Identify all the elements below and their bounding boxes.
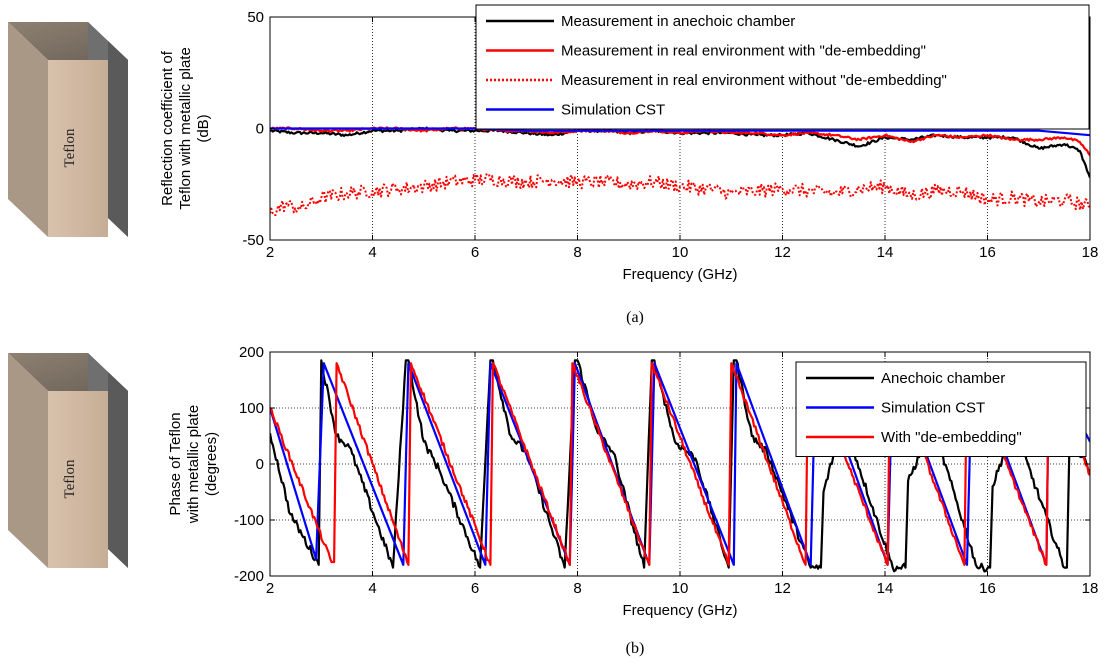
y-axis-label: with metallic plate [185, 405, 202, 524]
legend-entry-label: Measurement in real environment with "de… [561, 43, 926, 60]
y-tick-label: -50 [242, 232, 264, 249]
y-tick-label: -200 [234, 568, 264, 585]
legend-box [475, 4, 1090, 130]
x-tick-label: 10 [672, 580, 689, 597]
legend-entry-label: With "de-embedding" [881, 429, 1022, 446]
legend-entry-label: Measurement in anechoic chamber [561, 13, 795, 30]
teflon-block-front [48, 60, 108, 237]
x-tick-label: 6 [471, 580, 479, 597]
x-axis-label: Frequency (GHz) [622, 266, 737, 283]
x-tick-label: 4 [368, 244, 376, 261]
x-tick-label: 10 [672, 244, 689, 261]
metal-plate-side [108, 41, 128, 237]
x-tick-label: 16 [979, 580, 996, 597]
panel-caption: (b) [626, 640, 645, 657]
series-group [270, 126, 1090, 217]
metal-plate-side [108, 372, 128, 568]
x-tick-label: 18 [1082, 580, 1099, 597]
x-tick-label: 12 [774, 244, 791, 261]
panel-caption: (a) [626, 309, 644, 326]
y-axis-label: (degrees) [203, 432, 220, 496]
phase-chart-panel: 2 4 6 8 10 12 14 16 18 -200 -100 0 100 200 Frequency (… [167, 344, 1098, 657]
teflon-block-b: Teflon [8, 353, 128, 568]
series-line-3 [270, 127, 1090, 137]
series-line-1 [270, 362, 1090, 566]
x-tick-label: 14 [877, 580, 894, 597]
series-line-2 [270, 173, 1090, 217]
x-tick-label: 4 [368, 580, 376, 597]
y-axis-label: (dB) [195, 114, 212, 142]
teflon-block-left [8, 353, 48, 568]
x-tick-label: 18 [1082, 244, 1099, 261]
x-tick-label: 8 [573, 244, 581, 261]
y-tick-label: 200 [239, 344, 264, 361]
x-tick-label: 12 [774, 580, 791, 597]
y-tick-label: 0 [256, 456, 264, 473]
series-line-0 [270, 359, 1090, 573]
legend-entry-label: Anechoic chamber [881, 370, 1005, 387]
teflon-block-left [8, 22, 48, 237]
legend-entry-label: Simulation CST [881, 400, 985, 417]
legend-entry-label: Simulation CST [561, 102, 665, 119]
x-tick-label: 2 [266, 244, 274, 261]
teflon-block-front [48, 391, 108, 568]
y-axis-label: Reflection coefficient of [159, 50, 176, 206]
y-axis-label: Phase of Teflon [167, 412, 184, 515]
x-axis-label: Frequency (GHz) [622, 602, 737, 619]
legend: Measurement in anechoic chamber Measureme… [475, 4, 1090, 130]
teflon-label: Teflon [62, 128, 78, 167]
x-tick-label: 14 [877, 244, 894, 261]
series-line-2 [270, 362, 1090, 566]
x-tick-label: 16 [979, 244, 996, 261]
legend-entry-label: Measurement in real environment without … [561, 72, 947, 89]
teflon-block-a: Teflon [8, 22, 128, 237]
y-axis-label: Teflon with metallic plate [177, 47, 194, 210]
y-tick-label: 0 [256, 121, 264, 138]
x-tick-label: 6 [471, 244, 479, 261]
x-tick-label: 2 [266, 580, 274, 597]
x-tick-label: 8 [573, 580, 581, 597]
y-tick-label: -100 [234, 512, 264, 529]
y-tick-label: 50 [247, 9, 264, 26]
teflon-label: Teflon [62, 459, 78, 498]
reflection-chart-panel: 2 4 6 8 10 12 14 16 18 -50 0 50 Frequency (GHz) Refle… [159, 4, 1099, 326]
series-group [270, 359, 1090, 573]
y-tick-label: 100 [239, 400, 264, 417]
legend: Anechoic chamber Simulation CST With "de-e… [795, 361, 1087, 457]
